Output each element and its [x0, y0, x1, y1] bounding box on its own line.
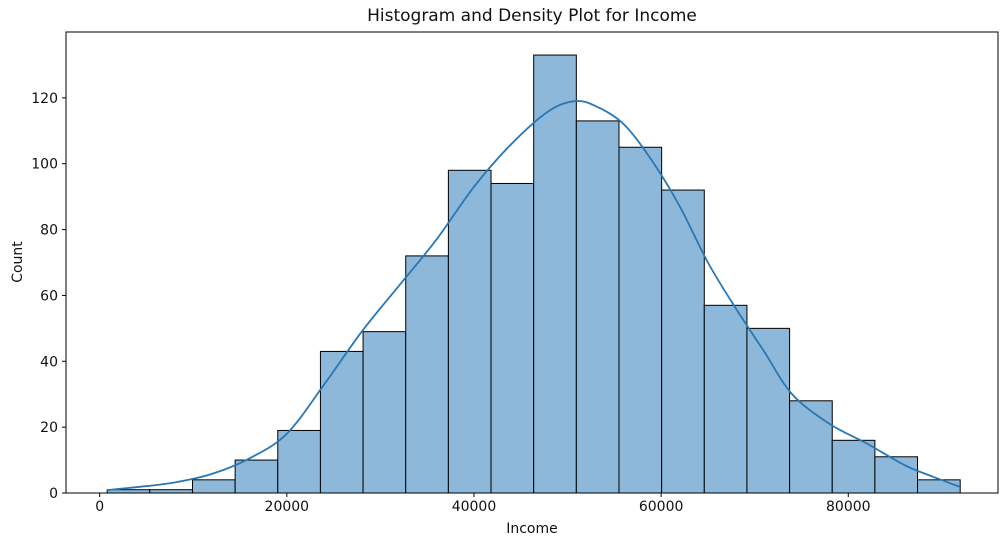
histogram-bar [277, 429, 321, 494]
x-axis-label: Income [506, 521, 558, 537]
histogram-bar [191, 479, 236, 494]
y-axis-label: Count [10, 241, 26, 283]
y-tick-label: 40 [40, 354, 58, 370]
histogram-bar [362, 331, 407, 494]
histogram-bar [661, 189, 705, 494]
y-tick-label: 100 [31, 157, 58, 173]
y-tick-label: 120 [31, 91, 58, 107]
kde-curve [106, 100, 960, 491]
x-tick-label: 80000 [826, 499, 871, 515]
histogram-bar [789, 400, 833, 494]
x-tick-label: 20000 [265, 499, 310, 515]
x-tick-label: 40000 [452, 499, 497, 515]
chart-title: Histogram and Density Plot for Income [367, 6, 697, 26]
y-tick-label: 60 [40, 288, 58, 304]
histogram-bar [405, 255, 449, 494]
histogram-bar [490, 182, 535, 494]
plot-frame [65, 31, 999, 494]
histogram-bar [447, 169, 492, 494]
histogram-bar [234, 459, 279, 494]
histogram-bar [831, 439, 876, 494]
x-tick-label: 60000 [639, 499, 684, 515]
y-tick-label: 80 [40, 223, 58, 239]
histogram-bar [533, 54, 577, 494]
x-tick-label: 0 [95, 499, 104, 515]
histogram-bar [874, 456, 919, 494]
histogram-bar [575, 120, 620, 494]
y-tick-label: 0 [49, 486, 58, 502]
histogram-bar [917, 479, 961, 494]
y-tick-label: 20 [40, 420, 58, 436]
histogram-bar [746, 327, 791, 494]
histogram-bar [618, 146, 663, 494]
histogram-bar [319, 350, 364, 494]
histogram-bar [703, 304, 748, 494]
